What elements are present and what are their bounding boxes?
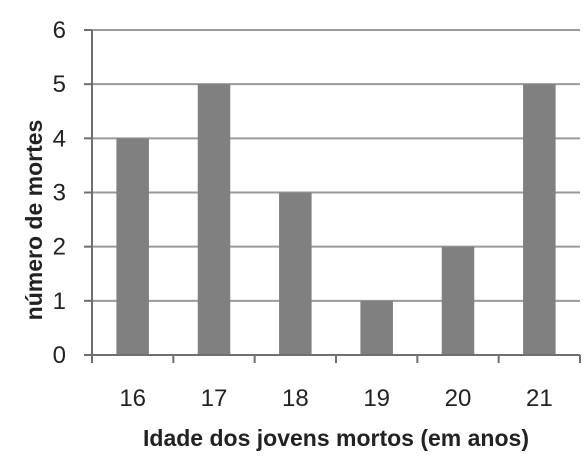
- x-axis-title: Idade dos jovens mortos (em anos): [143, 425, 529, 451]
- axes: [84, 29, 581, 363]
- y-axis-title: número de mortes: [21, 120, 47, 321]
- bar-19: [360, 300, 393, 355]
- x-tick-label: 17: [201, 385, 228, 412]
- gridlines: [92, 29, 580, 302]
- y-tick-label: 2: [53, 234, 66, 261]
- y-tick-label: 5: [53, 71, 66, 98]
- bar-16: [116, 138, 149, 355]
- y-tick-label: 4: [53, 125, 66, 152]
- y-tick-labels: 0 1 2 3 4 5 6: [53, 17, 66, 369]
- bar-21: [523, 84, 556, 356]
- y-tick-label: 3: [53, 180, 66, 207]
- y-tick-label: 6: [53, 17, 66, 44]
- bar-20: [441, 246, 475, 355]
- bars: [116, 84, 556, 356]
- x-tick-label: 16: [119, 385, 146, 412]
- x-tick-label: 18: [282, 385, 309, 412]
- bar-18: [279, 192, 312, 355]
- x-tick-labels: 16 17 18 19 20 21: [119, 385, 552, 412]
- x-tick-label: 20: [445, 385, 472, 412]
- x-tick-label: 19: [363, 385, 390, 412]
- y-tick-label: 1: [53, 288, 66, 315]
- bar-17: [197, 84, 231, 356]
- x-tick-label: 21: [526, 385, 553, 412]
- y-tick-label: 0: [53, 342, 66, 369]
